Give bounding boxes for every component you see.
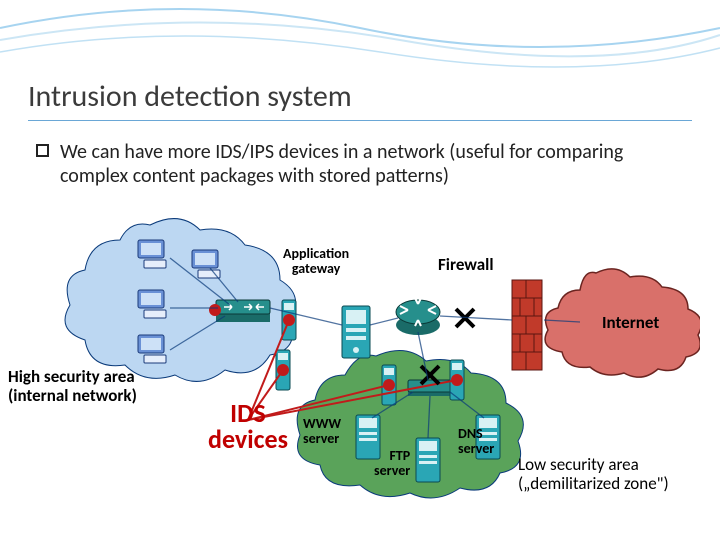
high-security-label: High security area(internal network) xyxy=(8,368,137,405)
firewall-label: Firewall xyxy=(438,254,494,275)
app-gateway-label: Applicationgateway xyxy=(283,246,349,277)
wave-decoration xyxy=(0,0,720,70)
www-label: WWWserver xyxy=(303,416,341,447)
switch-icon xyxy=(216,300,270,322)
bullet-icon xyxy=(36,144,49,157)
ids-devices-label: IDSdevices xyxy=(208,400,288,452)
app-gateway-icon xyxy=(342,306,370,358)
bullet-text: We can have more IDS/IPS devices in a ne… xyxy=(60,140,680,188)
bullet-content: We can have more IDS/IPS devices in a ne… xyxy=(60,140,623,188)
page-title: Intrusion detection system xyxy=(28,78,352,115)
internet-label: Internet xyxy=(602,312,659,333)
low-security-label: Low security area(„demilitarized zone") xyxy=(518,456,669,493)
firewall-icon xyxy=(512,280,542,370)
dns-label: DNSserver xyxy=(458,426,494,457)
ftp-label: FTPserver xyxy=(374,448,410,479)
router-icon xyxy=(396,298,440,335)
ftp-server-icon xyxy=(416,438,440,482)
title-underline xyxy=(28,120,692,121)
network-diagram: Applicationgateway Firewall Internet Hig… xyxy=(20,210,700,530)
